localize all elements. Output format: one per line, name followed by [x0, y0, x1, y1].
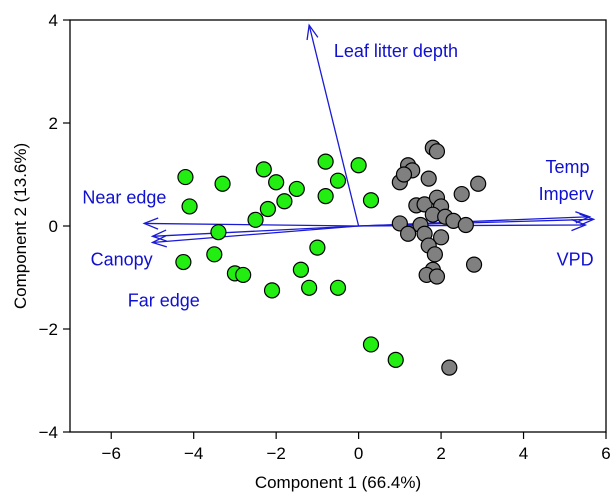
point-group-a	[214, 175, 231, 192]
point-group-a	[309, 239, 326, 256]
vector-arrowhead	[306, 23, 319, 41]
score-points	[175, 139, 487, 376]
point-group-a	[387, 351, 404, 368]
vector-leaf-litter-depth: Leaf litter depth	[306, 23, 458, 227]
point-group-a	[263, 282, 281, 299]
point-group-a	[206, 246, 223, 263]
vector-label: Imperv	[539, 184, 594, 204]
point-group-a	[247, 211, 264, 228]
vector-label: Temp	[545, 157, 589, 177]
point-group-a	[362, 336, 380, 353]
x-tick-label: 6	[601, 444, 610, 463]
vector-canopy: Canopy	[91, 225, 359, 269]
y-tick-label: −2	[39, 320, 58, 339]
x-axis-label: Component 1 (66.4%)	[255, 473, 421, 492]
point-group-a	[175, 253, 192, 271]
vector-arrowhead	[579, 213, 596, 226]
point-group-b	[470, 175, 487, 192]
loading-vectors: Leaf litter depth Near edge Canopy Far edge…	[82, 23, 596, 311]
point-group-b	[426, 246, 443, 263]
vector-near-edge: Near edge	[82, 188, 359, 230]
point-group-a	[317, 188, 334, 205]
x-tick-label: 0	[354, 444, 363, 463]
vector-arrowhead	[150, 229, 167, 242]
point-group-a	[255, 161, 272, 178]
point-group-a	[301, 279, 318, 296]
vector-arrowhead	[142, 217, 159, 230]
point-group-a	[362, 192, 380, 209]
point-group-a	[181, 198, 198, 215]
vector-label: Near edge	[82, 188, 166, 208]
vector-arrowhead	[150, 235, 167, 248]
vector-label: Canopy	[91, 249, 153, 269]
x-tick-label: 4	[519, 444, 528, 463]
vector-label: Leaf litter depth	[334, 41, 458, 61]
point-group-a	[329, 279, 347, 296]
vector-line	[152, 225, 359, 244]
point-group-b	[428, 268, 446, 285]
point-group-a	[292, 261, 309, 278]
x-tick-label: −4	[184, 444, 203, 463]
point-group-b	[432, 229, 450, 246]
y-tick-label: 4	[49, 11, 58, 30]
vector-arrowhead	[571, 218, 588, 232]
y-tick-label: 0	[49, 217, 58, 236]
vector-far-edge: Far edge	[128, 225, 359, 311]
point-group-b	[441, 359, 458, 376]
vector-line	[308, 24, 360, 227]
vector-label: VPD	[557, 249, 594, 269]
x-tick-label: −2	[266, 444, 285, 463]
point-group-a	[317, 153, 334, 170]
point-group-b	[399, 225, 417, 242]
point-group-a	[350, 157, 367, 174]
vector-label: Far edge	[128, 291, 200, 311]
point-group-b	[453, 185, 470, 203]
point-group-a	[177, 168, 194, 186]
x-tick-label: 2	[436, 444, 445, 463]
point-group-a	[235, 266, 252, 284]
point-group-a	[210, 224, 227, 241]
axis-ticks: −6 −4 −2 0 2 4 6 −4 −2 0 2 4	[39, 11, 611, 463]
point-group-b	[395, 166, 413, 183]
vector-arrowhead	[575, 211, 592, 224]
point-group-a	[329, 172, 347, 189]
point-group-a	[276, 193, 293, 210]
y-tick-label: −4	[39, 423, 58, 442]
point-group-b	[428, 143, 446, 160]
point-group-b	[457, 216, 474, 234]
y-tick-label: 2	[49, 114, 58, 133]
point-group-b	[465, 256, 483, 273]
x-tick-label: −6	[102, 444, 121, 463]
vector-line	[152, 225, 359, 237]
y-axis-label: Component 2 (13.6%)	[11, 143, 30, 309]
point-group-a	[288, 180, 305, 198]
point-group-b	[420, 170, 437, 187]
point-group-a	[259, 200, 277, 218]
point-group-a	[268, 174, 285, 191]
plot-frame	[69, 19, 607, 433]
